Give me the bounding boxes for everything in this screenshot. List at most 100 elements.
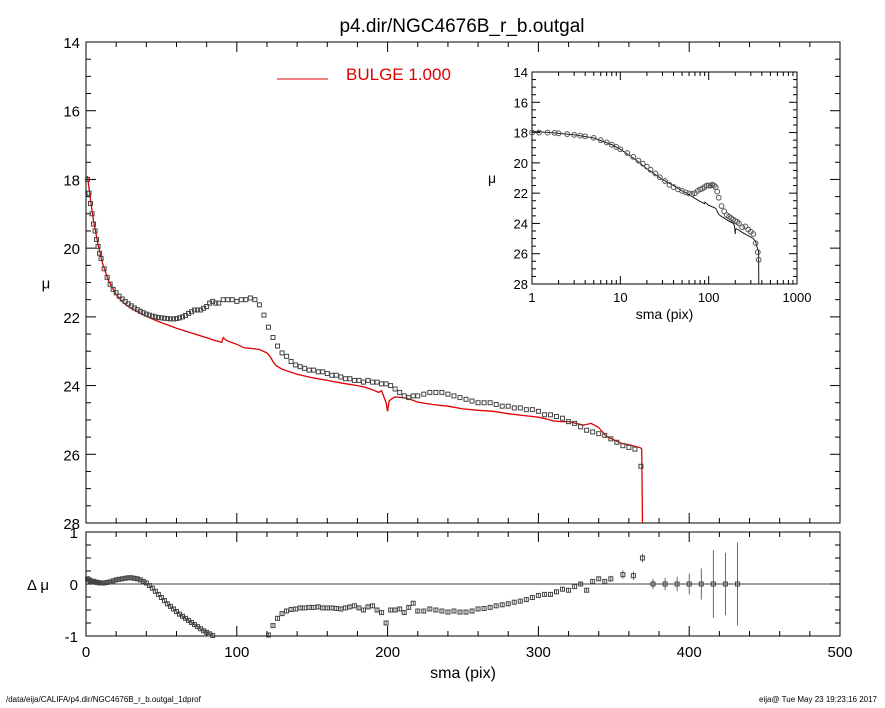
residual-point bbox=[674, 581, 680, 587]
residual-point bbox=[421, 608, 427, 614]
data-point bbox=[315, 369, 321, 375]
data-point bbox=[329, 372, 335, 378]
inset-data-point bbox=[750, 231, 757, 237]
inset-data-point bbox=[754, 249, 761, 256]
data-point bbox=[338, 374, 344, 380]
residual-point bbox=[493, 603, 499, 609]
residual-point bbox=[329, 605, 335, 611]
data-point bbox=[523, 407, 529, 413]
data-point bbox=[225, 297, 231, 303]
inset-x-tick-label: 1 bbox=[528, 290, 535, 305]
data-point bbox=[584, 427, 590, 433]
data-point bbox=[560, 415, 566, 421]
residual-point bbox=[529, 595, 535, 601]
residual-point bbox=[553, 589, 559, 595]
data-point bbox=[104, 274, 110, 280]
residual-point bbox=[572, 584, 578, 590]
residual-point bbox=[110, 578, 116, 584]
data-point bbox=[137, 308, 143, 314]
data-point bbox=[167, 316, 173, 322]
data-point bbox=[155, 315, 161, 321]
residual-point bbox=[173, 609, 179, 615]
residual-point bbox=[158, 595, 164, 601]
data-point bbox=[152, 314, 158, 320]
residual-point bbox=[602, 578, 608, 584]
data-point bbox=[535, 408, 541, 414]
data-point bbox=[347, 376, 353, 382]
data-point bbox=[213, 300, 219, 306]
residual-point bbox=[662, 581, 668, 587]
data-point bbox=[620, 443, 626, 449]
residual-point bbox=[149, 585, 155, 591]
residual-point bbox=[170, 606, 176, 612]
x-tick-label: 0 bbox=[82, 644, 90, 661]
residual-point bbox=[370, 603, 376, 609]
residual-point bbox=[650, 581, 656, 587]
residual-point bbox=[475, 606, 481, 612]
y-tick-label: 20 bbox=[63, 241, 80, 258]
data-point bbox=[176, 315, 182, 321]
data-point bbox=[590, 429, 596, 435]
residual-point bbox=[722, 581, 728, 587]
data-point bbox=[261, 312, 267, 318]
data-point bbox=[475, 400, 481, 406]
inset-data-point bbox=[617, 146, 624, 153]
residual-point bbox=[297, 605, 303, 611]
residual-point bbox=[101, 580, 107, 586]
data-point bbox=[293, 362, 299, 368]
residual-point bbox=[427, 606, 433, 612]
residual-point bbox=[320, 605, 326, 611]
inset-data-point bbox=[711, 182, 717, 189]
inset-data-point bbox=[662, 178, 668, 184]
residual-point bbox=[639, 555, 645, 561]
inset-data-point bbox=[571, 131, 578, 138]
residual-point bbox=[590, 578, 596, 584]
inset-data-point bbox=[714, 188, 721, 195]
data-point bbox=[256, 302, 262, 308]
residual-point bbox=[302, 605, 308, 611]
inset-y-tick-label: 16 bbox=[514, 95, 528, 110]
data-point bbox=[383, 381, 389, 387]
data-point bbox=[493, 401, 499, 407]
data-point bbox=[626, 444, 632, 450]
data-point bbox=[164, 316, 170, 322]
data-point bbox=[547, 412, 553, 418]
inset-data-point bbox=[656, 174, 663, 181]
inset-x-tick-label: 10 bbox=[613, 290, 627, 305]
residual-point bbox=[734, 581, 740, 587]
residual-point bbox=[116, 576, 122, 582]
data-point bbox=[284, 353, 290, 359]
data-point bbox=[238, 297, 244, 303]
x-tick-label: 400 bbox=[677, 644, 702, 661]
residual-point bbox=[360, 607, 366, 613]
inset-y-tick-label: 18 bbox=[514, 126, 528, 141]
inset-data-point bbox=[639, 160, 646, 167]
inset-panel: 14 16 18 20 22 24 26 281 10 100 1000 sma (pix) μ bbox=[488, 65, 812, 322]
data-point bbox=[146, 312, 152, 318]
residual-point bbox=[535, 592, 541, 598]
residual-point bbox=[410, 600, 416, 606]
y-tick-label: 22 bbox=[63, 310, 80, 327]
residual-point bbox=[351, 603, 357, 609]
x-tick-label: 100 bbox=[224, 644, 249, 661]
y-tick-label: 18 bbox=[63, 172, 80, 189]
footer-timestamp: eija@ Tue May 23 19:23:16 2017 bbox=[759, 695, 877, 704]
data-point bbox=[457, 395, 463, 401]
x-tick-label: 500 bbox=[827, 644, 852, 661]
data-point bbox=[463, 396, 469, 402]
inset-data-point bbox=[752, 240, 759, 247]
residual-point bbox=[275, 615, 281, 621]
data-point bbox=[247, 295, 253, 301]
x-tick-label: 300 bbox=[526, 644, 551, 661]
residual-point bbox=[155, 591, 161, 597]
data-point bbox=[204, 304, 210, 310]
data-point bbox=[320, 369, 326, 375]
inset-data-point bbox=[597, 137, 604, 144]
data-point bbox=[143, 311, 149, 317]
residual-point bbox=[143, 580, 149, 586]
data-point bbox=[306, 367, 312, 373]
inset-data-point bbox=[686, 190, 692, 197]
residual-point bbox=[119, 576, 125, 582]
main-panel: 14 16 18 20 22 24 26 28 μ BULGE 1.000 bbox=[42, 35, 841, 533]
residual-point bbox=[630, 573, 636, 579]
